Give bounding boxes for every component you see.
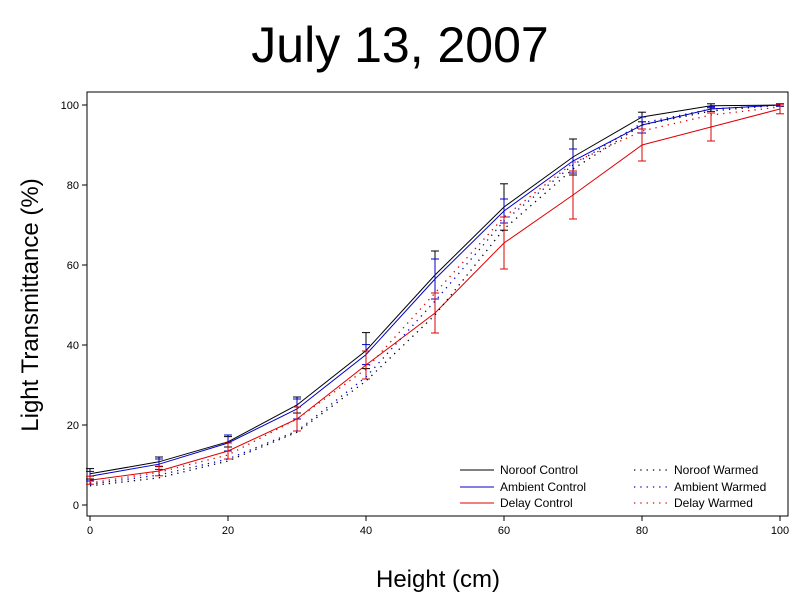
error-bar-delay-control [707, 112, 715, 142]
y-tick-label: 0 [73, 500, 79, 512]
legend: Noroof Control Ambient Control Delay Contr… [460, 463, 766, 510]
error-bar-delay-control [569, 170, 577, 220]
y-tick-label: 100 [61, 100, 79, 112]
x-axis-label: Height (cm) [376, 566, 500, 593]
x-tick-label: 80 [636, 525, 648, 537]
plot-area: 0 20 40 60 80 100 0 20 40 60 80 100 Noroof Control… [61, 91, 789, 537]
x-tick-label: 0 [87, 525, 93, 537]
y-tick-label: 60 [67, 260, 79, 272]
legend-label: Delay Control [500, 496, 573, 510]
error-bar-delay-control [224, 442, 232, 460]
x-tick-label: 100 [771, 525, 789, 537]
x-tick-label: 20 [222, 525, 234, 537]
error-bar-delay-control [500, 216, 508, 270]
error-bar-delay-control [431, 292, 439, 334]
legend-label: Noroof Control [500, 463, 578, 477]
plot-frame [86, 91, 789, 517]
x-tick-label: 40 [360, 525, 372, 537]
legend-label: Delay Warmed [674, 496, 753, 510]
chart-title: July 13, 2007 [251, 17, 548, 73]
y-tick-label: 40 [67, 340, 79, 352]
error-bar-delay-control [638, 128, 646, 162]
error-bar-delay-control [155, 465, 163, 477]
legend-label: Noroof Warmed [674, 463, 758, 477]
error-bar-delay-control [776, 103, 784, 115]
legend-label: Ambient Warmed [674, 480, 766, 494]
error-bar-delay-control [362, 350, 370, 380]
legend-label: Ambient Control [500, 480, 586, 494]
series-layer [86, 103, 784, 487]
y-axis: 0 20 40 60 80 100 [61, 100, 87, 512]
y-axis-label: Light Transmittance (%) [17, 178, 44, 431]
y-tick-label: 20 [67, 420, 79, 432]
error-bar-ambient-control [569, 148, 577, 174]
y-tick-label: 80 [67, 180, 79, 192]
x-tick-label: 60 [498, 525, 510, 537]
x-axis: 0 20 40 60 80 100 [87, 516, 789, 537]
